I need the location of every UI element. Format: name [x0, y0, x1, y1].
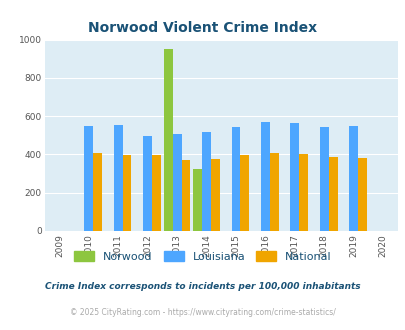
Bar	[193, 169, 202, 231]
Bar	[202, 132, 211, 231]
Legend: Norwood, Louisiana, National: Norwood, Louisiana, National	[74, 251, 331, 262]
Bar	[122, 155, 131, 231]
Bar	[240, 155, 249, 231]
Bar	[269, 153, 278, 231]
Text: Norwood Violent Crime Index: Norwood Violent Crime Index	[88, 21, 317, 35]
Bar	[298, 154, 307, 231]
Bar	[172, 134, 181, 231]
Bar	[290, 123, 298, 231]
Bar	[319, 127, 328, 231]
Bar	[84, 126, 93, 231]
Bar	[93, 152, 102, 231]
Bar	[231, 127, 240, 231]
Bar	[357, 158, 366, 231]
Bar	[113, 125, 122, 231]
Text: Crime Index corresponds to incidents per 100,000 inhabitants: Crime Index corresponds to incidents per…	[45, 282, 360, 291]
Bar	[328, 157, 337, 231]
Bar	[181, 160, 190, 231]
Bar	[348, 126, 357, 231]
Bar	[143, 136, 152, 231]
Text: © 2025 CityRating.com - https://www.cityrating.com/crime-statistics/: © 2025 CityRating.com - https://www.city…	[70, 308, 335, 317]
Bar	[260, 122, 269, 231]
Bar	[164, 49, 172, 231]
Bar	[211, 159, 219, 231]
Bar	[152, 155, 160, 231]
